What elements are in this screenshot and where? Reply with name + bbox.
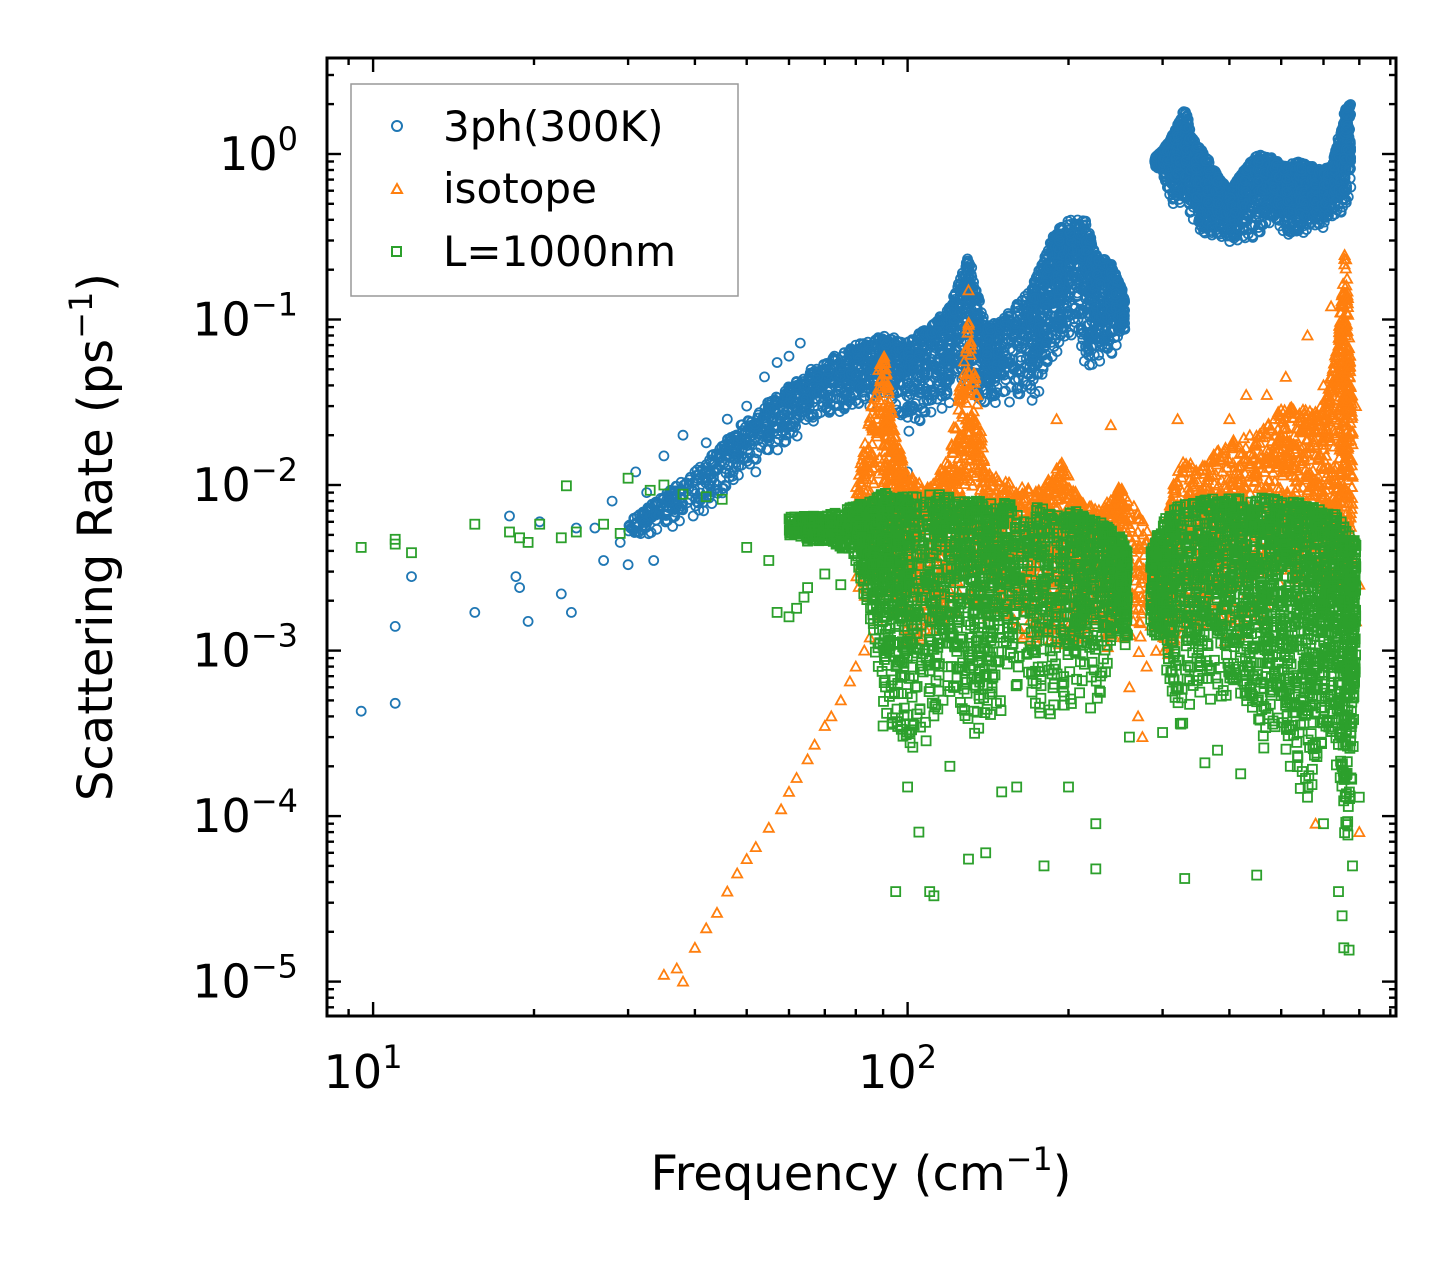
- data-point-s0-band: [693, 504, 705, 516]
- data-point-s0-band: [698, 505, 709, 517]
- data-point-s0-band: [720, 467, 732, 479]
- data-point-s0-band: [751, 447, 763, 459]
- data-point-s0-band: [712, 462, 724, 474]
- data-point-s0-band: [789, 398, 801, 409]
- data-point-s0-band: [761, 444, 772, 455]
- data-point-s0-band: [720, 463, 732, 475]
- data-point-s0-band: [654, 504, 666, 516]
- data-point-s0-band: [823, 365, 835, 377]
- data-point-s0-band: [698, 471, 710, 483]
- data-point-s0-band: [703, 492, 715, 504]
- data-point-s0-band: [827, 352, 839, 364]
- data-point-s0-band: [835, 370, 846, 382]
- data-point-s0-band: [823, 404, 835, 416]
- data-point-s0-band: [729, 453, 740, 465]
- data-point-s0-band: [936, 402, 948, 414]
- data-point-s0-band: [748, 453, 760, 465]
- plot-area: [355, 99, 1366, 987]
- data-point-s0-band: [727, 474, 739, 486]
- data-point-s0-band: [841, 399, 852, 411]
- data-point-s0-band: [749, 418, 761, 430]
- data-point-s0-band: [748, 435, 760, 447]
- data-point-s0-band: [656, 499, 667, 511]
- data-point-s0-band: [719, 457, 730, 469]
- data-point-s0-band: [741, 455, 753, 467]
- data-point-s0-band: [833, 400, 845, 412]
- data-point-s0-band: [694, 471, 706, 483]
- data-point-s0-band: [723, 436, 735, 447]
- data-point-s0-band: [635, 528, 646, 539]
- data-point-s0-band: [791, 430, 803, 442]
- data-point-s0-band: [798, 406, 809, 417]
- data-point-s0-band: [903, 425, 915, 437]
- data-point-s0-band: [757, 413, 769, 425]
- data-point-s0-band: [711, 448, 722, 460]
- data-point-s0-band: [789, 416, 801, 428]
- data-point-s0-band: [834, 406, 846, 418]
- data-point-s0-band: [626, 523, 638, 535]
- data-point-s0-band: [772, 444, 783, 456]
- data-point-s0-band: [660, 514, 672, 526]
- data-point-s0-band: [639, 507, 651, 519]
- data-point-s0-band: [832, 386, 844, 398]
- data-point-s0-band: [798, 392, 809, 404]
- data-point-s0-band: [674, 515, 685, 527]
- data-point-s0-band: [741, 452, 753, 464]
- data-point-s0-band: [1004, 396, 1015, 408]
- data-point-s0-band: [821, 391, 833, 403]
- data-point-s0-band: [673, 503, 685, 515]
- data-point-s0-band: [687, 510, 699, 522]
- data-point-s0-band: [831, 393, 843, 405]
- data-point-s0-band: [704, 454, 715, 466]
- data-point-s0-band: [769, 394, 781, 406]
- data-point-s0-band: [722, 438, 734, 450]
